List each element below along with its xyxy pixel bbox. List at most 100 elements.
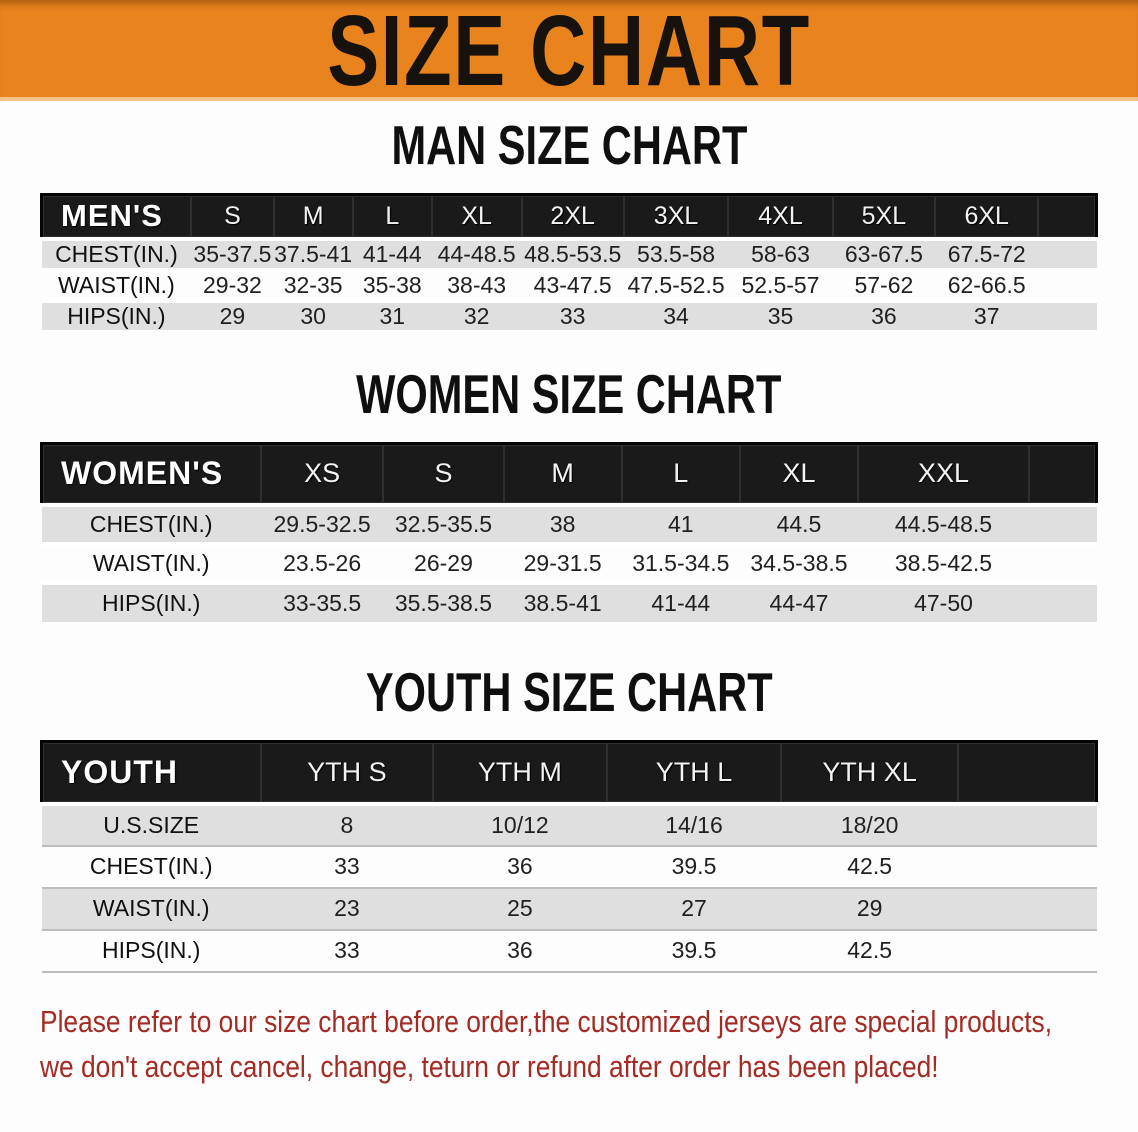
size-column-header: L <box>352 193 432 240</box>
row-spacer <box>1038 301 1096 330</box>
row-spacer <box>958 888 1096 930</box>
size-column-header: 5XL <box>832 193 936 240</box>
size-value-cell: 33 <box>334 937 360 963</box>
size-value-cell: 52.5-57 <box>741 271 820 298</box>
size-value-cell: 18/20 <box>840 811 899 838</box>
table-row: U.S.SIZE 8 10/12 14/16 18/20 <box>41 803 1097 846</box>
size-column-header: XL <box>739 441 859 507</box>
mens-header-label: MEN'S <box>40 193 192 240</box>
size-value-cell: 38-43 <box>447 271 507 298</box>
youth-header-row: YOUTH YTH S YTH M YTH L YTH XL <box>39 740 1099 805</box>
table-row: WAIST(IN.) 23.5-26 26-29 29-31.5 31.5-34… <box>41 544 1097 583</box>
size-column-header: YTH S <box>260 740 433 805</box>
header-spacer <box>1038 193 1099 240</box>
size-column-header: M <box>273 193 353 240</box>
size-column-header: XL <box>431 193 522 240</box>
size-column-header: 2XL <box>521 193 624 240</box>
size-value-cell: 29 <box>856 895 883 921</box>
size-value-cell: 62-66.5 <box>947 271 1026 298</box>
row-label: HIPS(IN.) <box>67 302 166 329</box>
table-row: HIPS(IN.) 33-35.5 35.5-38.5 38.5-41 41-4… <box>41 583 1097 622</box>
size-value-cell: 42.5 <box>847 853 893 879</box>
size-column-header: 4XL <box>728 193 833 240</box>
row-spacer <box>1029 544 1097 583</box>
size-value-cell: 33 <box>334 853 360 879</box>
size-value-cell: 26-29 <box>414 550 473 576</box>
size-value-cell: 44-48.5 <box>437 240 516 267</box>
size-value-cell: 34.5-38.5 <box>750 550 848 576</box>
header-spacer <box>1028 441 1098 507</box>
size-value-cell: 32-35 <box>283 271 343 298</box>
row-spacer <box>1029 583 1097 622</box>
size-column-header: YTH M <box>432 740 607 805</box>
size-value-cell: 10/12 <box>491 811 549 838</box>
size-value-cell: 41-44 <box>362 240 422 267</box>
youth-section-heading-text: YOUTH SIZE CHART <box>365 662 773 724</box>
banner-title: SIZE CHART <box>327 0 811 107</box>
size-column-header: XXL <box>858 441 1029 507</box>
mens-header-row: MEN'S S M L XL 2XL 3XL 4XL 5XL 6XL <box>40 193 1099 240</box>
size-value-cell: 42.5 <box>847 937 893 963</box>
footer-note-line1: Please refer to our size chart before or… <box>40 1003 1053 1039</box>
size-column-header: S <box>191 193 274 240</box>
size-value-cell: 29.5-32.5 <box>273 511 371 537</box>
size-value-cell: 14/16 <box>665 811 723 838</box>
size-value-cell: 23 <box>334 895 360 921</box>
size-value-cell: 29-32 <box>203 271 262 298</box>
size-value-cell: 44.5 <box>776 511 822 537</box>
size-column-header: L <box>621 441 740 507</box>
row-label: CHEST(IN.) <box>89 853 213 879</box>
size-value-cell: 48.5-53.5 <box>524 240 622 267</box>
womens-size-table: WOMEN'S XS S M L XL XXL CHEST(IN.) 29.5-… <box>39 441 1098 622</box>
row-spacer <box>958 846 1096 888</box>
size-value-cell: 36 <box>507 853 533 879</box>
row-label: CHEST(IN.) <box>55 240 178 267</box>
size-value-cell: 44-47 <box>769 590 829 616</box>
row-label: HIPS(IN.) <box>102 937 201 963</box>
row-spacer <box>1038 270 1096 301</box>
footer-note: Please refer to our size chart before or… <box>40 999 1138 1089</box>
size-value-cell: 29 <box>219 302 246 329</box>
man-section-heading-text: MAN SIZE CHART <box>391 115 747 177</box>
size-value-cell: 41 <box>668 511 694 537</box>
size-value-cell: 38.5-42.5 <box>894 550 993 576</box>
row-label: CHEST(IN.) <box>89 511 213 537</box>
row-label: WAIST(IN.) <box>92 550 210 576</box>
size-value-cell: 31 <box>379 302 406 329</box>
size-value-cell: 25 <box>507 895 533 921</box>
size-column-header: YTH XL <box>781 740 959 805</box>
size-value-cell: 47-50 <box>914 590 973 616</box>
row-spacer <box>1038 239 1096 270</box>
size-value-cell: 63-67.5 <box>844 240 923 267</box>
row-label: HIPS(IN.) <box>102 590 201 616</box>
size-value-cell: 33-35.5 <box>283 590 362 616</box>
size-value-cell: 38 <box>549 511 576 537</box>
women-section-heading: WOMEN SIZE CHART <box>0 363 1138 426</box>
row-spacer <box>1029 505 1097 544</box>
women-section-heading-text: WOMEN SIZE CHART <box>356 363 782 426</box>
size-column-header: XS <box>260 441 384 507</box>
size-value-cell: 35 <box>767 302 794 329</box>
size-column-header: M <box>503 441 622 507</box>
row-spacer <box>958 804 1096 846</box>
size-value-cell: 47.5-52.5 <box>627 271 725 298</box>
youth-size-table: YOUTH YTH S YTH M YTH L YTH XL U.S.SIZE … <box>39 740 1099 973</box>
size-value-cell: 58-63 <box>751 240 810 267</box>
table-row: WAIST(IN.) 23 25 27 29 <box>41 887 1097 930</box>
size-value-cell: 36 <box>507 937 533 963</box>
footer-note-line2: we don't accept cancel, change, teturn o… <box>40 1048 939 1084</box>
size-column-header: YTH L <box>606 740 782 805</box>
size-value-cell: 37 <box>973 302 1000 329</box>
size-value-cell: 39.5 <box>671 937 717 963</box>
size-value-cell: 31.5-34.5 <box>632 550 730 576</box>
womens-header-row: WOMEN'S XS S M L XL XXL <box>39 441 1098 507</box>
womens-header-label: WOMEN'S <box>39 441 261 507</box>
size-value-cell: 37.5-41 <box>274 240 353 267</box>
row-label: U.S.SIZE <box>103 811 200 838</box>
size-value-cell: 43-47.5 <box>533 271 612 298</box>
size-value-cell: 32.5-35.5 <box>394 511 493 537</box>
header-spacer <box>958 740 1099 805</box>
table-row: CHEST(IN.) 35-37.5 37.5-41 41-44 44-48.5… <box>41 238 1097 270</box>
size-column-header: 6XL <box>935 193 1039 240</box>
row-label: WAIST(IN.) <box>58 271 175 298</box>
